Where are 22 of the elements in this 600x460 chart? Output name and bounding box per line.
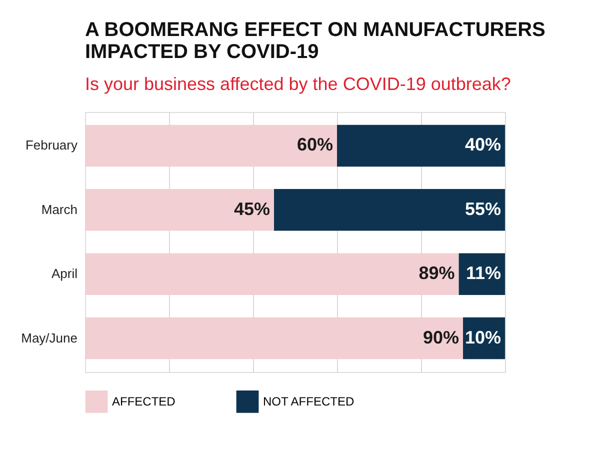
y-tick-label: May/June (21, 330, 78, 346)
y-tick-label: April (51, 266, 78, 282)
bar (85, 189, 274, 231)
data-label: 45% (234, 198, 270, 219)
data-label: 55% (464, 198, 501, 219)
legend-label: NOT AFFECTED (263, 394, 354, 409)
data-label: 11% (466, 263, 501, 284)
data-label: 60% (296, 134, 333, 155)
y-tick-label: February (25, 138, 78, 153)
bar (85, 253, 459, 295)
bar (85, 124, 337, 167)
legend-label: AFFECTED (112, 394, 176, 409)
data-label: 10% (464, 327, 501, 348)
bar (85, 317, 463, 360)
data-label: 40% (464, 134, 501, 155)
bar (337, 124, 505, 167)
data-label: 89% (418, 263, 455, 284)
chart-title: A BOOMERANG EFFECT ON MANUFACTURERS IMPACTED BY COVID-19 (85, 19, 546, 63)
data-label: 90% (422, 327, 459, 348)
y-tick-label: March (41, 202, 78, 217)
chart-subtitle: Is your business affected by the COVID-19 outbreak? (85, 74, 511, 94)
bar (274, 189, 505, 231)
